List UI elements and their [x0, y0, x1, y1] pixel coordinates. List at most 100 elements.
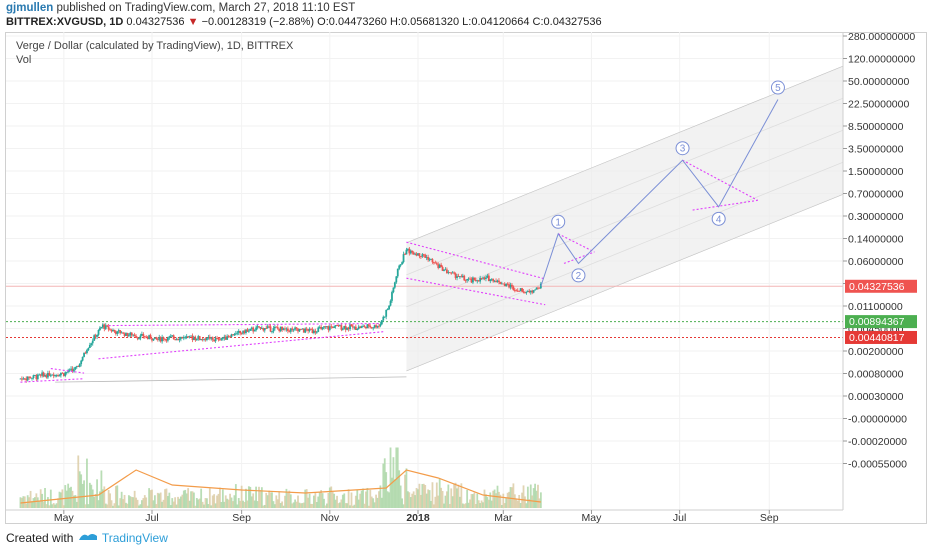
- volume-bar: [347, 489, 350, 508]
- candle-body: [493, 280, 496, 282]
- price-axis[interactable]: 280.00000000 120.00000000 50.00000000 22.50…: [842, 31, 915, 510]
- pattern-line: [557, 233, 595, 253]
- volume-bar: [253, 500, 256, 508]
- volume-bar: [113, 503, 116, 508]
- tradingview-brand[interactable]: TradingView: [101, 531, 168, 545]
- volume-bar: [281, 501, 284, 508]
- candle-body: [258, 326, 260, 328]
- candle-body: [103, 324, 106, 329]
- volume-bar: [162, 499, 165, 508]
- candle-body: [500, 283, 503, 285]
- volume-bar: [334, 499, 337, 508]
- volume-bar: [307, 497, 310, 508]
- candle-body: [279, 326, 282, 331]
- price-tick-label: -0.00020000: [848, 436, 907, 448]
- volume-bar: [171, 498, 174, 508]
- candle-body: [269, 326, 272, 332]
- volume-bar: [239, 500, 242, 508]
- candle-body: [447, 272, 450, 274]
- candle-body: [132, 334, 135, 336]
- volume-bar: [339, 502, 341, 508]
- candle-body: [36, 374, 39, 380]
- chart-frame[interactable]: [5, 32, 927, 524]
- volume-bar: [518, 494, 521, 508]
- candle-body: [350, 324, 353, 327]
- candle-body: [385, 309, 388, 317]
- volume-bar: [352, 505, 354, 508]
- channel-fill: [406, 66, 843, 371]
- time-tick-label: Mar: [494, 512, 513, 524]
- candle-body: [220, 338, 223, 340]
- volume-bar: [266, 495, 269, 508]
- price-label-box: [845, 315, 917, 329]
- volume-bar: [470, 494, 473, 508]
- wave-label-1: 1: [555, 217, 561, 228]
- candle-body: [71, 368, 74, 372]
- time-tick-label: Jul: [673, 512, 686, 524]
- volume-bar: [499, 494, 502, 508]
- volume-bar: [200, 488, 203, 508]
- time-axis[interactable]: May Jul Sep Nov 2018 Mar May Jul Sep: [6, 509, 843, 524]
- volume-bar: [188, 500, 191, 508]
- volume-bar: [191, 491, 194, 508]
- volume-bar: [516, 500, 519, 508]
- volume-bar: [427, 489, 430, 508]
- candle-body: [83, 352, 85, 357]
- volume-bar: [464, 503, 467, 508]
- volume-bar: [357, 499, 360, 508]
- volume-bar: [26, 495, 29, 508]
- volume-bar: [75, 501, 78, 508]
- candle-body: [317, 327, 320, 332]
- volume-bar: [438, 478, 441, 508]
- volume-bar: [230, 497, 233, 508]
- wave-label-5: 5: [775, 83, 781, 94]
- candle-body: [229, 336, 231, 338]
- volume-bar: [291, 503, 294, 508]
- volume-bar: [490, 500, 493, 508]
- candle-body: [453, 272, 456, 274]
- candle-body: [114, 331, 117, 334]
- volume-bar: [271, 492, 273, 508]
- volume-bar: [132, 497, 135, 508]
- candle-body: [399, 264, 402, 266]
- volume-bar: [531, 495, 534, 508]
- candle-body: [518, 290, 521, 292]
- candle-body: [87, 347, 90, 351]
- volume-bar: [276, 499, 279, 508]
- candle-body: [524, 292, 526, 294]
- volume-bar: [268, 490, 270, 508]
- candle-body: [393, 282, 396, 288]
- candle-body: [375, 325, 377, 328]
- volume-bar: [149, 490, 152, 508]
- volume-bar: [380, 497, 383, 508]
- volume-bar: [260, 487, 263, 508]
- candle-body: [405, 249, 408, 255]
- candle-body: [185, 336, 188, 338]
- volume-bar: [333, 493, 336, 508]
- price-tick-label: 0.30000000: [848, 211, 904, 223]
- volume-bar: [392, 457, 395, 508]
- candle-body: [444, 269, 447, 271]
- volume-bar: [406, 491, 409, 508]
- volume-bar: [498, 491, 500, 508]
- volume-bar: [242, 500, 244, 508]
- volume-bar: [365, 491, 367, 508]
- volume-bar: [418, 483, 421, 508]
- candle-body: [421, 254, 424, 257]
- volume-bar: [353, 504, 356, 508]
- candle-body: [288, 330, 291, 332]
- volume-bar: [178, 498, 181, 508]
- volume-bar: [495, 493, 497, 508]
- volume-bar: [175, 504, 178, 508]
- author-name[interactable]: gjmullen: [6, 2, 54, 14]
- volume-bar: [289, 494, 292, 508]
- volume-bar: [96, 479, 98, 508]
- volume-bar: [156, 492, 159, 508]
- volume-bar: [434, 496, 437, 508]
- volume-bar: [259, 490, 262, 508]
- candle-body: [206, 337, 208, 340]
- volume-bar: [73, 495, 75, 508]
- volume-bar: [538, 498, 541, 508]
- candle-body: [528, 291, 531, 293]
